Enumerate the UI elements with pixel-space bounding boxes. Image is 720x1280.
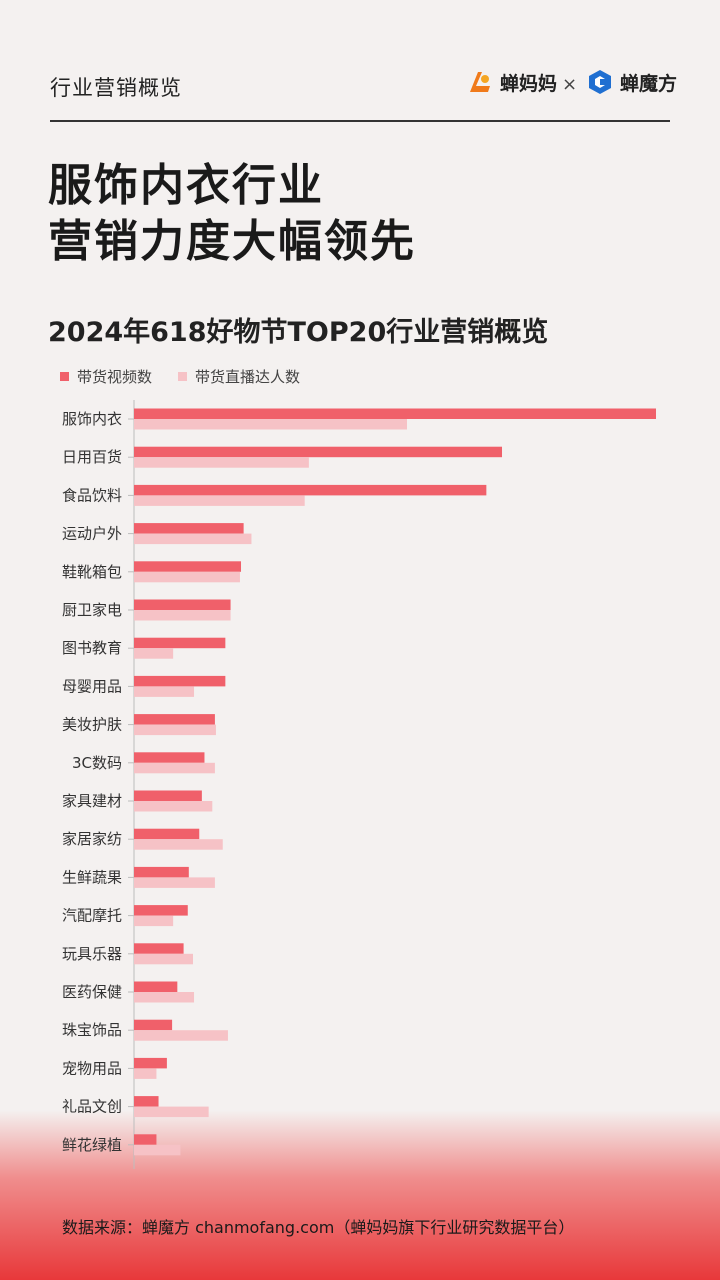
chanmama-logo-icon — [470, 72, 490, 92]
category-label: 食品饮料 — [62, 486, 122, 504]
bar-influencer — [134, 686, 195, 697]
bar-influencer — [134, 877, 215, 888]
category-label: 厨卫家电 — [62, 601, 122, 619]
category-label: 运动户外 — [62, 525, 122, 543]
category-label: 汽配摩托 — [62, 907, 122, 925]
bar-video — [134, 484, 487, 496]
category-label: 家居家纺 — [62, 830, 122, 848]
bar-video — [134, 1019, 173, 1031]
section-label: 行业营销概览 — [50, 76, 182, 100]
bar-video — [134, 1096, 159, 1107]
bar-influencer — [134, 953, 193, 965]
brand-chanmofang-label: 蝉魔方 — [620, 72, 678, 95]
bar-influencer — [134, 610, 231, 621]
bar-influencer — [134, 1030, 228, 1041]
category-label: 鞋靴箱包 — [62, 563, 122, 581]
category-label: 日用百货 — [62, 448, 122, 466]
bar-video — [134, 943, 184, 954]
bar-video — [134, 1057, 167, 1069]
bar-influencer — [134, 571, 240, 583]
bar-influencer — [134, 533, 252, 545]
category-label: 宠物用品 — [62, 1059, 122, 1077]
bar-influencer — [134, 419, 408, 430]
bar-influencer — [134, 495, 305, 506]
bar-influencer — [134, 992, 195, 1003]
header-divider — [50, 120, 670, 122]
brand-chanmama: 蝉妈妈 — [466, 68, 557, 96]
brand-chanmofang: 蝉魔方 — [586, 68, 677, 96]
bar-video — [134, 866, 189, 878]
page-title: 服饰内衣行业 营销力度大幅领先 — [48, 158, 416, 270]
bar-influencer — [134, 801, 213, 812]
bar-video — [134, 828, 200, 840]
bar-video — [134, 1134, 157, 1145]
bar-influencer — [134, 457, 309, 468]
bar-video — [134, 446, 503, 458]
bar-video — [134, 905, 188, 916]
category-label: 母婴用品 — [62, 677, 122, 695]
page-title-line-1: 服饰内衣行业 — [48, 160, 324, 211]
bar-video — [134, 408, 656, 419]
bottom-gradient — [0, 1110, 720, 1280]
chart-legend: 带货视频数 带货直播达人数 — [60, 366, 300, 387]
data-source-note: 数据来源：蝉魔方 chanmofang.com（蝉妈妈旗下行业研究数据平台） — [62, 1218, 575, 1237]
brand-chanmama-label: 蝉妈妈 — [500, 72, 558, 95]
bar-video — [134, 714, 215, 725]
bar-influencer — [134, 762, 215, 774]
bar-video — [134, 752, 205, 763]
legend-swatch-influencer — [178, 372, 188, 381]
category-label: 服饰内衣 — [62, 410, 122, 428]
category-label: 玩具乐器 — [62, 945, 122, 963]
bar-video — [134, 981, 178, 992]
legend-item-influencer: 带货直播达人数 — [178, 366, 300, 387]
bar-influencer — [134, 648, 174, 659]
bar-influencer — [134, 1068, 157, 1079]
bar-influencer — [134, 724, 216, 736]
legend-swatch-video — [60, 372, 69, 381]
legend-label-video: 带货视频数 — [77, 368, 153, 386]
brand-separator: × — [562, 74, 578, 95]
chanmofang-logo-icon — [589, 70, 611, 94]
bar-influencer — [134, 1144, 181, 1156]
page-title-line-2: 营销力度大幅领先 — [48, 216, 416, 267]
legend-label-influencer: 带货直播达人数 — [195, 368, 301, 386]
category-label: 家具建材 — [62, 792, 122, 810]
category-label: 美妆护肤 — [62, 716, 122, 734]
bar-video — [134, 599, 231, 610]
bar-influencer — [134, 915, 174, 927]
category-label: 鲜花绿植 — [62, 1136, 122, 1154]
bar-video — [134, 675, 226, 687]
bar-video — [134, 561, 242, 572]
bar-influencer — [134, 839, 223, 850]
bar-video — [134, 637, 226, 649]
bar-video — [134, 790, 202, 801]
category-label: 3C数码 — [72, 754, 122, 772]
legend-item-video: 带货视频数 — [60, 366, 152, 387]
category-label: 珠宝饰品 — [62, 1021, 122, 1039]
bar-video — [134, 523, 244, 534]
category-label: 礼品文创 — [62, 1098, 122, 1116]
category-label: 图书教育 — [62, 639, 122, 657]
category-label: 生鲜蔬果 — [62, 868, 122, 886]
category-label: 医药保健 — [62, 983, 122, 1001]
chart-title: 2024年618好物节TOP20行业营销概览 — [48, 317, 549, 348]
bar-influencer — [134, 1106, 209, 1118]
